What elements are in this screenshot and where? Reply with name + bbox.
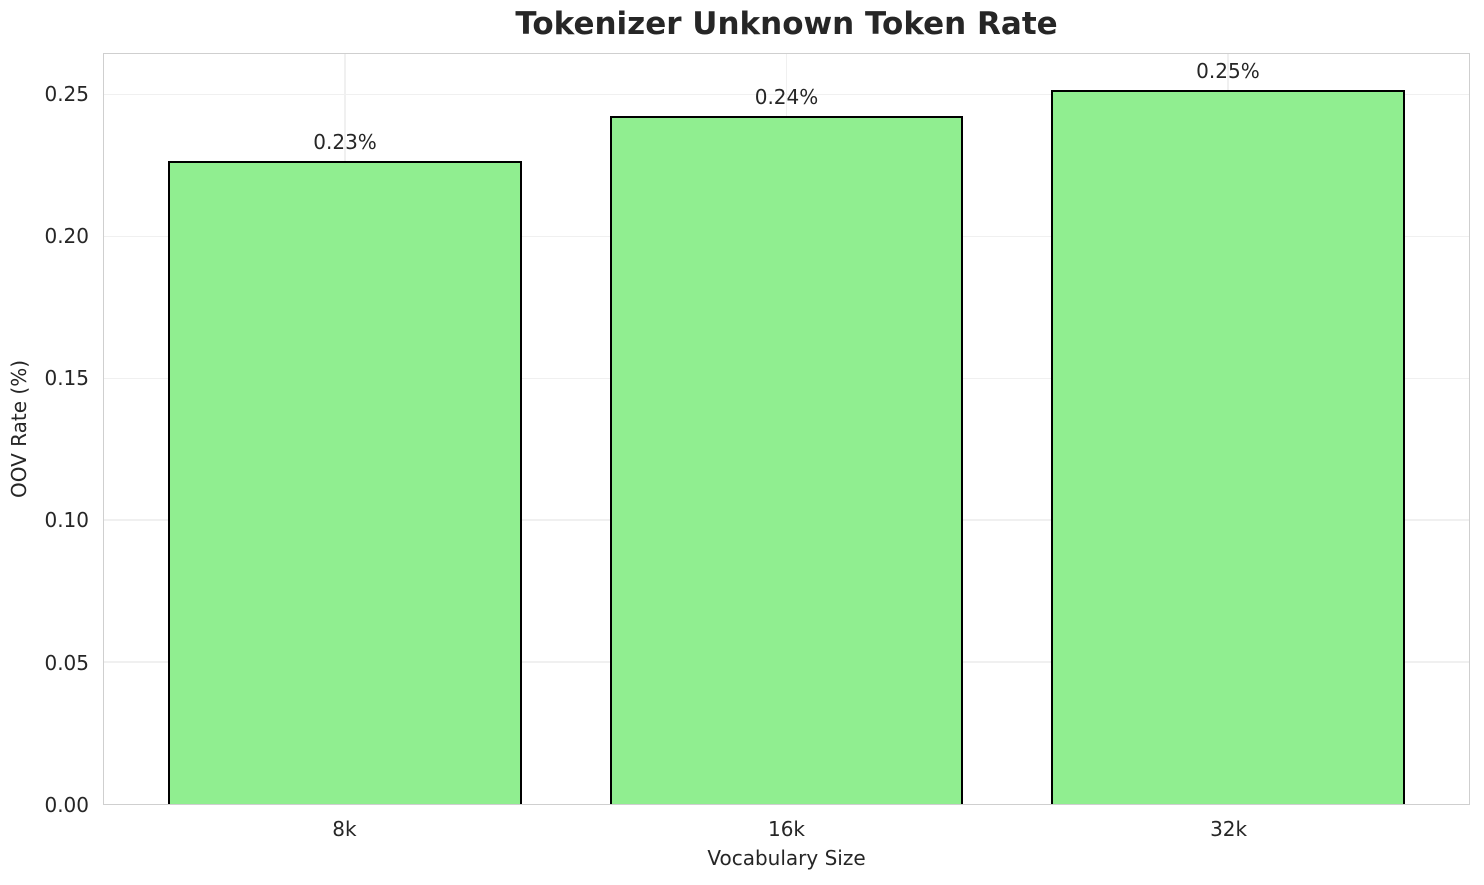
bar-8k — [168, 160, 522, 804]
bar-value-label: 0.24% — [754, 84, 819, 109]
y-tick-label: 0.10 — [44, 508, 89, 533]
x-tick-label: 8k — [332, 817, 357, 841]
y-tick-label: 0.00 — [44, 793, 89, 817]
y-tick-label: 0.15 — [44, 366, 89, 391]
x-axis-label: Vocabulary Size — [707, 846, 866, 870]
y-tick-label: 0.25 — [44, 81, 89, 106]
bar-value-label: 0.23% — [313, 129, 377, 154]
plot-area: 0.23% 0.24% 0.25% — [103, 53, 1470, 805]
chart-title: Tokenizer Unknown Token Rate — [515, 6, 1058, 42]
bar-value-label: 0.25% — [1196, 58, 1260, 83]
y-tick-label: 0.20 — [44, 223, 89, 248]
y-axis-label: OOV Rate (%) — [7, 360, 31, 498]
bar-16k — [609, 115, 964, 804]
bar-32k — [1051, 89, 1405, 804]
x-tick-label: 32k — [1210, 817, 1248, 841]
y-tick-label: 0.05 — [44, 650, 89, 675]
x-tick-label: 16k — [767, 817, 806, 841]
